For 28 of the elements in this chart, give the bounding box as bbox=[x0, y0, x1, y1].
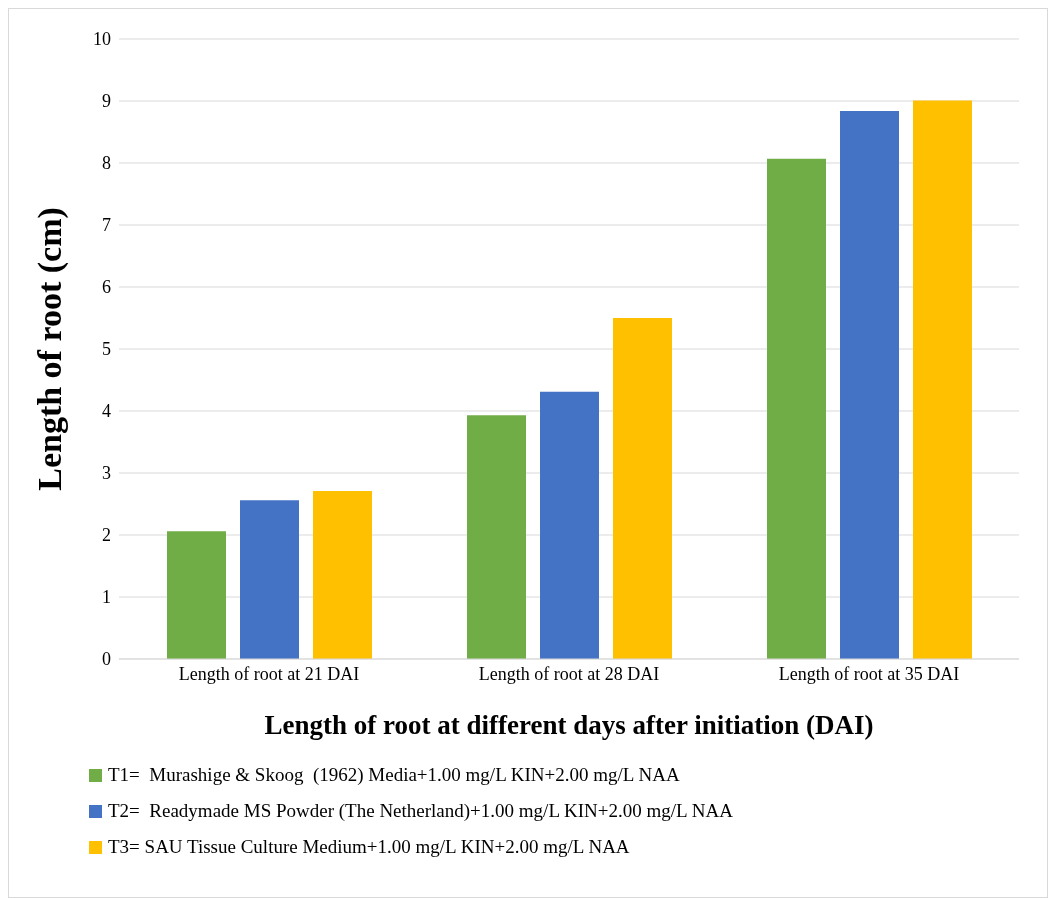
y-tick-label: 3 bbox=[102, 463, 111, 484]
bar bbox=[467, 415, 526, 659]
x-tick-label: Length of root at 35 DAI bbox=[778, 663, 960, 684]
x-tick-label: Length of root at 28 DAI bbox=[478, 663, 660, 684]
y-tick-label: 2 bbox=[102, 525, 111, 546]
y-tick-label: 8 bbox=[102, 153, 111, 174]
y-tick-label: 6 bbox=[102, 277, 111, 298]
bar bbox=[913, 100, 972, 659]
bar bbox=[167, 531, 226, 659]
y-tick-label: 10 bbox=[93, 29, 111, 50]
x-tick-label: Length of root at 21 DAI bbox=[178, 663, 360, 684]
legend-label: T3= SAU Tissue Culture Medium+1.00 mg/L KIN+2.00 mg/L NAA bbox=[108, 835, 630, 859]
y-tick-label: 7 bbox=[102, 215, 111, 236]
y-tick-label: 9 bbox=[102, 91, 111, 112]
y-axis-title: Length of root (cm) bbox=[31, 207, 70, 491]
bar bbox=[840, 110, 899, 659]
y-tick-label: 1 bbox=[102, 587, 111, 608]
legend-label: T2= Readymade MS Powder (The Netherland)+1.00 mg/L KIN+2.00 mg/L NAA bbox=[108, 799, 733, 823]
y-tick-label: 5 bbox=[102, 339, 111, 360]
y-tick-label: 4 bbox=[102, 401, 111, 422]
bar bbox=[540, 391, 599, 659]
bar bbox=[313, 490, 372, 659]
bar bbox=[613, 318, 672, 659]
legend-label: T1= Murashige & Skoog (1962) Media+1.00 mg/L KIN+2.00 mg/L NAA bbox=[108, 763, 680, 787]
bar bbox=[240, 500, 299, 659]
bar bbox=[767, 158, 826, 659]
x-axis-title: Length of root at different days after initiation (DAI) bbox=[264, 710, 874, 740]
y-tick-label: 0 bbox=[102, 649, 111, 670]
